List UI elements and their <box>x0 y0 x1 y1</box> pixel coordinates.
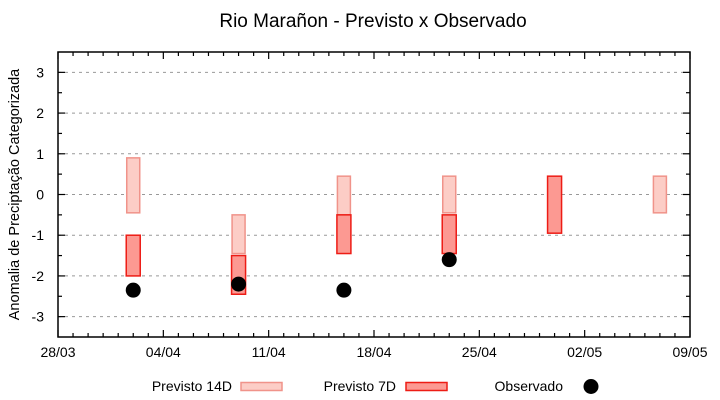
y-tick-label: -2 <box>32 268 45 284</box>
x-tick-label: 18/04 <box>356 344 391 360</box>
y-tick-label: 0 <box>36 187 44 203</box>
bar-previsto-14d <box>441 175 457 214</box>
tick-label-layer: 3 2 1 0 -1 -2 -3 28/03 04/04 11/04 18/04 25/04 02/05… <box>32 64 708 360</box>
y-tick-label: 2 <box>36 105 44 121</box>
dot-observado <box>125 282 141 298</box>
x-tick-label: 25/04 <box>462 344 497 360</box>
bar-previsto-14d <box>125 157 141 214</box>
bar-previsto-7d <box>336 214 352 255</box>
x-tick-label: 02/05 <box>567 344 602 360</box>
axes-layer <box>57 51 691 338</box>
legend-swatch-observado <box>583 379 599 394</box>
chart-title: Rio Marañon - Previsto x Observado <box>219 11 526 32</box>
bar-previsto-14d <box>652 175 668 214</box>
x-tick-label: 11/04 <box>252 344 286 360</box>
x-tick-label: 28/03 <box>40 344 75 360</box>
x-tick-label: 09/05 <box>672 344 707 360</box>
legend: Previsto 14D Previsto 7D Observado <box>152 378 599 394</box>
dot-observado <box>441 252 457 268</box>
bar-previsto-7d <box>546 175 563 234</box>
dot-observado <box>231 276 247 292</box>
legend-label-previsto-14d: Previsto 14D <box>152 378 232 394</box>
series-layer <box>125 157 668 298</box>
bar-previsto-7d <box>441 214 457 255</box>
y-tick-label: -1 <box>32 227 45 243</box>
dot-observado <box>336 282 352 298</box>
bar-previsto-14d <box>231 214 246 255</box>
y-tick-label: 3 <box>36 64 44 80</box>
y-tick-label: -3 <box>32 309 45 325</box>
bar-previsto-7d <box>125 234 141 277</box>
grid-layer <box>58 71 690 318</box>
x-tick-label: 04/04 <box>146 344 181 360</box>
legend-swatch-previsto-7d <box>405 381 448 392</box>
y-axis-label: Anomalia de Preciptação Categorizada <box>7 68 23 320</box>
y-tick-label: 1 <box>36 146 44 162</box>
legend-label-observado: Observado <box>495 378 564 394</box>
legend-swatch-previsto-14d <box>240 381 283 392</box>
bar-previsto-14d <box>336 175 352 216</box>
legend-label-previsto-7d: Previsto 7D <box>324 378 396 394</box>
